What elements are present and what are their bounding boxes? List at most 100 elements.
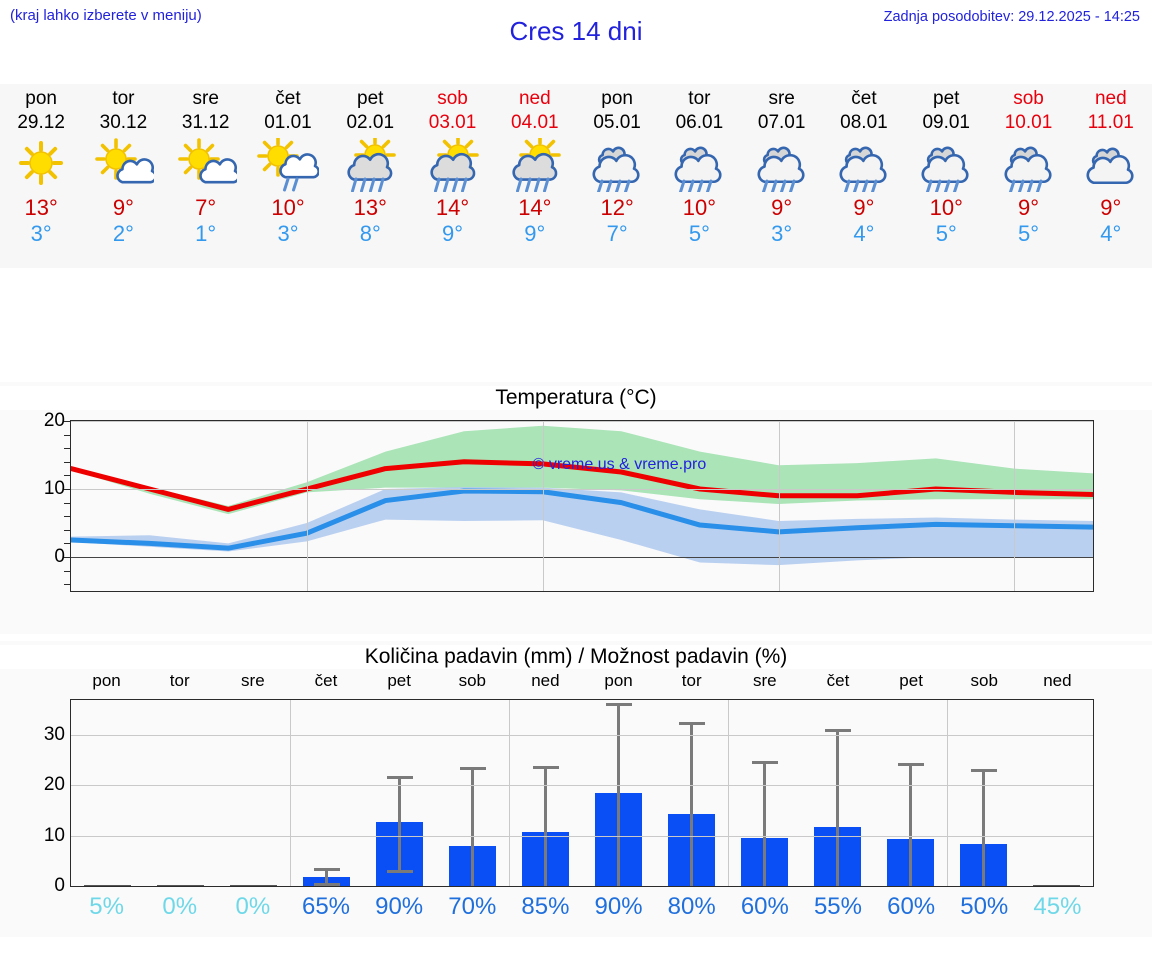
prec-gridline-30 — [71, 735, 1093, 737]
bar-rect — [1033, 885, 1080, 886]
precipitation-probability-9: 80% — [667, 893, 716, 920]
prec-day-label-6: sob — [458, 671, 486, 690]
day-low-temp: 8° — [359, 221, 381, 246]
temp-ytickmark — [64, 557, 71, 558]
error-bar-cap-top — [824, 729, 851, 733]
prec-day-label-5: pet — [387, 671, 411, 690]
precipitation-probability-1: 5% — [89, 893, 124, 920]
prec-day-label-8: pon — [604, 671, 633, 690]
error-bar-cap-bottom — [313, 883, 340, 886]
precipitation-bar-4[interactable] — [290, 700, 363, 886]
prec-day-separator — [509, 700, 510, 886]
temp-ytickmark — [64, 529, 71, 531]
day-name: ned — [1094, 88, 1127, 109]
day-name: čet — [851, 88, 877, 109]
temp-ytickmark — [64, 584, 71, 586]
forecast-day-2[interactable]: tor 30.12 9° 2° — [82, 84, 164, 268]
day-name: sre — [768, 88, 795, 109]
precipitation-probability-8: 90% — [594, 893, 643, 920]
forecast-day-7[interactable]: ned 04.01 14° 9° — [494, 84, 576, 268]
day-high-temp: 9° — [112, 195, 134, 220]
day-date: 01.01 — [264, 112, 312, 133]
error-bar-line — [544, 769, 547, 886]
temp-day-separator — [306, 421, 308, 591]
precipitation-probability-14: 45% — [1033, 893, 1082, 920]
forecast-day-1[interactable]: pon 29.12 13° 3° — [0, 84, 82, 268]
forecast-day-8[interactable]: pon 05.01 12° 7° — [576, 84, 658, 268]
location-menu-note: (kraj lahko izberete v meniju) — [10, 7, 202, 24]
temp-ytickmark — [64, 570, 71, 572]
temp-ytick-0: 0 — [54, 546, 65, 567]
precipitation-probability-13: 50% — [960, 893, 1009, 920]
sun-cloud-light-rain-icon — [257, 137, 319, 193]
temp-ytickmark — [64, 434, 71, 436]
day-high-temp: 12° — [600, 195, 634, 220]
day-high-temp: 9° — [1100, 195, 1122, 220]
temperature-plot-area: 0 10 20 — [44, 410, 1094, 592]
error-bar-cap-top — [459, 767, 486, 771]
day-high-temp: 10° — [682, 195, 717, 220]
prec-day-label-4: čet — [314, 671, 338, 690]
precipitation-bar-7[interactable] — [509, 700, 582, 886]
day-date: 11.01 — [1087, 112, 1134, 133]
precipitation-bar-5[interactable] — [363, 700, 436, 886]
precipitation-probability-labels: 5% 0% 0% 65% 90% 70% 85% 90% 80% 60% 55% 60% 50% 45% — [70, 893, 1094, 921]
precipitation-day-labels: pon tor sre čet pet sob ned pon tor sre čet pet sob n… — [70, 671, 1094, 691]
forecast-day-14[interactable]: ned 11.01 9° 4° — [1070, 84, 1152, 268]
precipitation-probability-3: 0% — [235, 893, 271, 920]
temp-ytickmark — [64, 475, 71, 477]
temperature-series-overlay — [71, 425, 1093, 566]
day-high-temp: 13° — [24, 195, 58, 220]
error-bar-line — [763, 764, 766, 886]
temp-ytick-10: 10 — [43, 478, 65, 499]
forecast-day-11[interactable]: čet 08.01 9° 4° — [823, 84, 905, 268]
error-bar-cap-top — [970, 769, 997, 773]
temp-ytickmark — [64, 489, 71, 490]
precipitation-bar-10[interactable] — [728, 700, 801, 886]
forecast-day-5[interactable]: pet 02.01 13° 8° — [329, 84, 411, 268]
day-date: 29.12 — [17, 112, 65, 133]
day-low-temp: 4° — [853, 221, 875, 246]
error-bar-line — [836, 732, 839, 886]
prec-day-label-2: tor — [169, 671, 190, 690]
sun-cloud-rain-icon — [422, 137, 484, 193]
prec-ytick-0: 0 — [54, 875, 65, 896]
precipitation-probability-6: 70% — [448, 893, 497, 920]
precipitation-bar-3[interactable] — [217, 700, 290, 886]
precipitation-probability-11: 55% — [813, 893, 862, 920]
sun-cloud-icon — [175, 137, 237, 193]
forecast-day-6[interactable]: sob 03.01 14° 9° — [411, 84, 493, 268]
error-bar-cap-top — [532, 766, 559, 770]
forecast-day-3[interactable]: sre 31.12 7° 1° — [165, 84, 247, 268]
forecast-day-13[interactable]: sob 10.01 9° 5° — [987, 84, 1069, 268]
forecast-day-10[interactable]: sre 07.01 9° 3° — [741, 84, 823, 268]
precipitation-bar-9[interactable] — [655, 700, 728, 886]
precipitation-bar-12[interactable] — [874, 700, 947, 886]
forecast-day-12[interactable]: pet 09.01 10° 5° — [905, 84, 987, 268]
day-date: 10.01 — [1004, 112, 1053, 133]
day-name: sob — [1013, 88, 1044, 109]
precipitation-bar-1[interactable] — [71, 700, 144, 886]
error-bar-cap-bottom — [386, 870, 413, 874]
precipitation-bar-2[interactable] — [144, 700, 217, 886]
precipitation-probability-12: 60% — [887, 893, 936, 920]
precipitation-bar-6[interactable] — [436, 700, 509, 886]
prec-gridline-20 — [71, 785, 1093, 787]
bar-rect — [157, 885, 204, 886]
forecast-day-9[interactable]: tor 06.01 10° 5° — [658, 84, 740, 268]
temperature-chart-title: Temperatura (°C) — [0, 386, 1152, 410]
cloud-rain-icon — [668, 137, 730, 193]
day-high-temp: 10° — [271, 195, 305, 220]
day-name: ned — [518, 88, 551, 109]
precipitation-bar-11[interactable] — [801, 700, 874, 886]
precipitation-bar-8[interactable] — [582, 700, 655, 886]
day-low-temp: 3° — [771, 221, 793, 246]
day-high-temp: 14° — [518, 195, 552, 220]
precipitation-bar-13[interactable] — [947, 700, 1020, 886]
day-low-temp: 5° — [935, 221, 957, 246]
prec-day-separator — [947, 700, 948, 886]
precipitation-bar-14[interactable] — [1020, 700, 1093, 886]
forecast-day-4[interactable]: čet 01.01 10° 3° — [247, 84, 329, 268]
temp-ytickmark — [64, 421, 71, 422]
prec-day-label-13: sob — [970, 671, 998, 690]
